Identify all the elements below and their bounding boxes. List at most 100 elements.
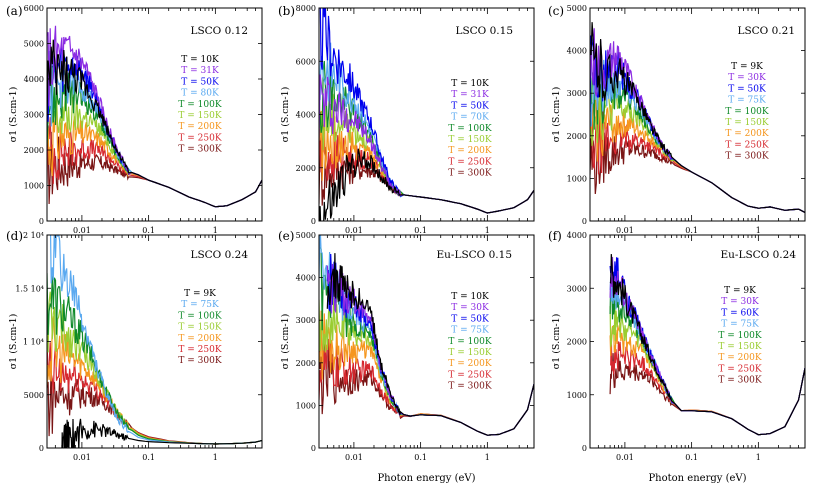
legend-entry: T = 150K (718, 342, 761, 352)
legend-entry: T = 100K (725, 107, 768, 117)
chart-title: LSCO 0.15 (455, 25, 513, 37)
legend-entry: T = 75K (181, 300, 219, 310)
legend-entry: T = 200K (178, 334, 221, 344)
legend-entry: T = 250K (718, 364, 761, 374)
y-tick-label: 8000 (296, 4, 316, 13)
legend-entry: T = 250K (448, 157, 491, 167)
legend-entry: T = 10K (181, 55, 219, 65)
y-tick-label: 2000 (296, 164, 316, 173)
chart-panel-2: 0 2000 4000 6000 8000 0.01 0.1 1 (b) LSCO 0.15 σ1 … (278, 4, 535, 235)
chart-panel-5: 0 1000 2000 3000 4000 5000 0.01 0.1 1 (e) Eu-LSCO … (278, 229, 535, 484)
legend-entry: T = 300K (725, 152, 768, 162)
legend-entry: T = 300K (178, 356, 221, 366)
legend-entry: T = 200K (448, 146, 491, 156)
series-group (590, 22, 805, 214)
panel-label: (c) (548, 4, 564, 18)
y-tick-label: 6000 (24, 4, 44, 13)
legend-entry: T = 30K (451, 303, 489, 313)
legend-entry: T = 50K (451, 314, 489, 324)
legend-entry: T = 9K (731, 62, 763, 72)
chart-title: Eu-LSCO 0.24 (721, 249, 797, 261)
panel-label: (f) (548, 229, 562, 243)
y-tick-label: 4000 (296, 274, 316, 283)
plot-frame (589, 7, 806, 222)
legend-entry: T = 100K (178, 311, 221, 321)
legend-entry: T = 200K (448, 359, 491, 369)
y-tick-label: 1.5 10⁴ (15, 284, 44, 293)
legend-entry: T = 300K (178, 145, 221, 155)
series-line-t-150k (47, 85, 262, 208)
y-axis-label: σ1 (S.cm-1) (280, 87, 291, 143)
y-tick-label: 2000 (24, 146, 44, 155)
x-tick-label: 1 (485, 453, 490, 462)
x-tick-label: 0.1 (414, 226, 427, 235)
y-tick-label: 6000 (296, 57, 316, 66)
legend-entry: T = 10K (451, 79, 489, 89)
y-tick-label: 4000 (567, 231, 587, 240)
y-tick-label: 3000 (567, 284, 587, 293)
y-tick-label: 5000 (567, 4, 587, 13)
y-tick-label: 2000 (296, 359, 316, 368)
x-tick-label: 0.1 (685, 453, 698, 462)
y-tick-label: 1000 (296, 401, 316, 410)
y-tick-label: 5000 (296, 231, 316, 240)
y-tick-label: 3000 (567, 89, 587, 98)
x-tick-label: 1 (756, 226, 761, 235)
legend-entry: T = 150K (448, 348, 491, 358)
x-tick-label: 0.1 (685, 226, 698, 235)
y-tick-label: 0 (311, 217, 316, 226)
series-line-t-9k (590, 22, 805, 214)
legend-entry: T = 300K (448, 382, 491, 392)
legend-entry: T = 50K (181, 77, 219, 87)
y-tick-label: 3000 (296, 316, 316, 325)
plot-frame (318, 234, 535, 449)
series-group (47, 25, 262, 208)
legend-entry: T = 150K (178, 111, 221, 121)
y-tick-label: 2000 (567, 132, 587, 141)
legend-entry: T = 100K (448, 337, 491, 347)
x-tick-label: 0.1 (142, 453, 155, 462)
legend-entry: T = 300K (718, 376, 761, 386)
series-line-t-150k (47, 291, 262, 445)
x-tick-label: 1 (485, 226, 490, 235)
x-axis-label: Photon energy (eV) (648, 473, 746, 484)
legend-entry: T = 9K (724, 286, 756, 296)
series-line-t-75k (49, 235, 262, 445)
x-tick-label: 0.01 (73, 226, 91, 235)
legend-entry: T = 75K (451, 326, 489, 336)
y-axis-label: σ1 (S.cm-1) (551, 314, 562, 370)
series-group (319, 8, 534, 221)
legend-entry: T = 31K (181, 66, 219, 76)
x-tick-label: 0.01 (616, 453, 634, 462)
x-tick-label: 0.01 (345, 226, 363, 235)
chart-title: LSCO 0.12 (190, 25, 248, 37)
series-line-t-300k (609, 353, 805, 436)
y-tick-label: 4000 (24, 75, 44, 84)
chart-title: LSCO 0.24 (190, 249, 248, 261)
legend-entry: T = 200K (718, 353, 761, 363)
y-tick-label: 2000 (567, 338, 587, 347)
series-line-t-80k (47, 50, 262, 208)
series-line-t-300k (47, 125, 262, 208)
y-tick-label: 0 (311, 444, 316, 453)
panel-label: (d) (6, 229, 23, 243)
legend-entry: T = 100K (448, 124, 491, 134)
y-tick-label: 1000 (567, 174, 587, 183)
panel-label: (a) (6, 4, 23, 18)
chart-panel-1: 0 1000 2000 3000 4000 5000 6000 0.01 0.1 1 (a) LSCO… (6, 4, 263, 235)
series-line-t-100k (319, 246, 534, 436)
legend-entry: T = 150K (178, 323, 221, 333)
y-axis-label: σ1 (S.cm-1) (8, 87, 19, 143)
legend-entry: T = 150K (448, 135, 491, 145)
legend-entry: T = 70K (451, 113, 489, 123)
legend-entry: T = 250K (178, 133, 221, 143)
y-tick-label: 1000 (24, 182, 44, 191)
chart-title: LSCO 0.21 (737, 25, 795, 37)
x-tick-label: 0.1 (142, 226, 155, 235)
